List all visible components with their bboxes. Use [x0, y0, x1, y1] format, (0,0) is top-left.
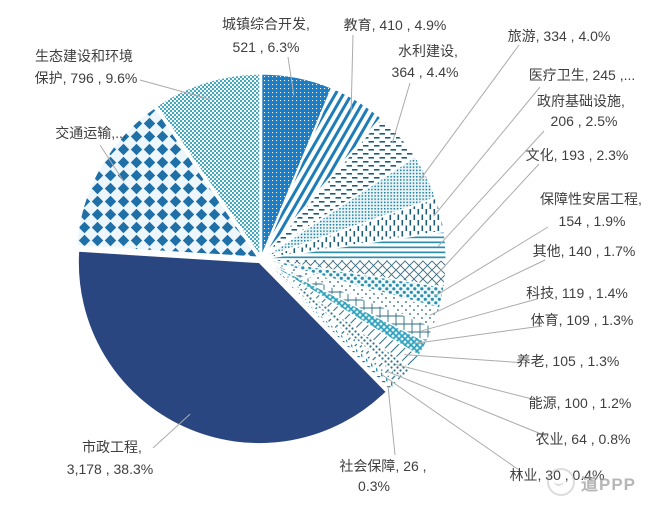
leader-line-5: [437, 130, 545, 247]
leader-line-2: [392, 82, 411, 143]
watermark: 道PPP: [547, 468, 636, 496]
leader-line-7: [434, 226, 549, 297]
leader-line-3: [419, 44, 520, 180]
pie-slice-3: [264, 156, 437, 258]
pie-slices: [76, 73, 447, 445]
leader-lines: [99, 34, 549, 471]
leader-line-4: [433, 86, 541, 217]
leader-line-18: [139, 79, 212, 101]
leader-line-9: [421, 298, 538, 332]
pie-slice-18: [156, 73, 261, 257]
leader-line-15: [387, 385, 396, 456]
leader-line-12: [394, 363, 541, 402]
leader-line-10: [413, 325, 543, 345]
pie-slice-1: [262, 87, 382, 256]
pie-slice-4: [264, 197, 445, 259]
watermark-text: 道PPP: [581, 474, 637, 494]
pie-slice-17: [76, 107, 259, 258]
leader-line-14: [381, 373, 520, 471]
leader-line-6: [437, 163, 540, 274]
pie-slice-0: [261, 73, 333, 256]
leader-line-16: [152, 413, 191, 449]
leader-line-8: [429, 259, 546, 316]
pie-slice-5: [264, 231, 447, 261]
leader-line-17: [99, 144, 125, 182]
leader-line-11: [404, 354, 528, 364]
leader-line-0: [287, 56, 295, 96]
pie-slice-6: [264, 258, 447, 288]
watermark-logo-icon: [547, 468, 575, 496]
pie-slice-2: [263, 117, 416, 257]
pie-slice-15: [263, 261, 394, 392]
leader-line-13: [386, 370, 547, 437]
leader-line-1: [350, 34, 354, 113]
pie-slice-16: [77, 250, 387, 445]
